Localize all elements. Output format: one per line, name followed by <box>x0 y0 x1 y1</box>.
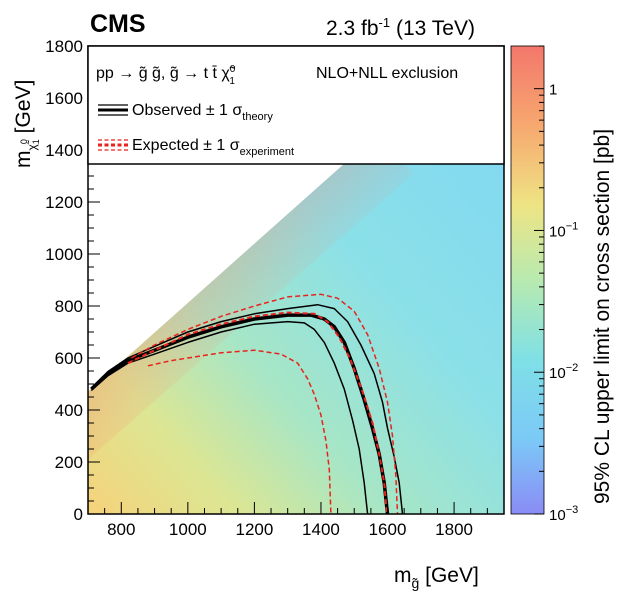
legend-process: pp → g̃ g̃, g̃ → t t̄ χ̃0 1 <box>96 64 236 87</box>
y-axis-ticks: 0 200 400 600 800 1000 1200 1400 1600 1800 <box>45 37 100 524</box>
z-colorbar <box>511 46 544 514</box>
z-colorbar-frame <box>510 45 545 515</box>
y-tick-label: 0 <box>74 505 83 524</box>
x-tick-label: 1400 <box>302 520 340 539</box>
y-tick-label: 1000 <box>45 245 83 264</box>
y-tick-label: 600 <box>55 349 83 368</box>
x-axis-label: mg̃ [GeV] <box>394 564 479 591</box>
legend-observed-label: Observed ± 1 σtheory <box>132 102 273 123</box>
z-tick-label: 10−3 <box>549 504 578 524</box>
z-tick-label: 1 <box>549 82 557 99</box>
y-axis-label: mχ̃10 [GeV] <box>12 80 41 168</box>
legend-box <box>87 45 505 165</box>
x-tick-label: 1800 <box>435 520 473 539</box>
series-expected <box>127 311 388 514</box>
legend-exclusion: NLO+NLL exclusion <box>316 65 458 82</box>
y-tick-label: 1800 <box>45 37 83 56</box>
x-tick-label: 800 <box>107 520 135 539</box>
y-tick-label: 200 <box>55 453 83 472</box>
legend: pp → g̃ g̃, g̃ → t t̄ χ̃0 1 NLO+NLL exclu… <box>87 45 505 165</box>
series-expected-1-experiment <box>147 349 332 514</box>
luminosity-label: 2.3 fb-1 (13 TeV) <box>326 15 475 40</box>
y-tick-label: 1200 <box>45 193 83 212</box>
y-tick-label: 1400 <box>45 141 83 160</box>
y-tick-label: 400 <box>55 401 83 420</box>
experiment-label: CMS <box>90 10 146 38</box>
x-axis-ticks: 800 1000 1200 1400 1600 1800 <box>87 502 505 539</box>
x-tick-label: 1200 <box>235 520 273 539</box>
legend-expected-label: Expected ± 1 σexperiment <box>132 137 294 158</box>
series-observed-1-theory <box>90 303 404 514</box>
y-tick-label: 800 <box>55 297 83 316</box>
exclusion-contours <box>90 293 404 514</box>
series-observed-1-theory <box>90 320 369 514</box>
z-tick-label: 10−2 <box>549 362 578 382</box>
z-axis-ticks: 1 10−1 10−2 10−3 <box>510 45 578 524</box>
heatmap-diagonal-band <box>88 137 415 460</box>
z-axis-label: 95% CL upper limit on cross section [pb] <box>591 129 614 504</box>
z-tick-label: 10−1 <box>549 220 578 240</box>
x-tick-label: 1600 <box>369 520 407 539</box>
series-expected-1-experiment <box>130 293 399 514</box>
x-tick-label: 1000 <box>169 520 207 539</box>
y-tick-label: 1600 <box>45 89 83 108</box>
